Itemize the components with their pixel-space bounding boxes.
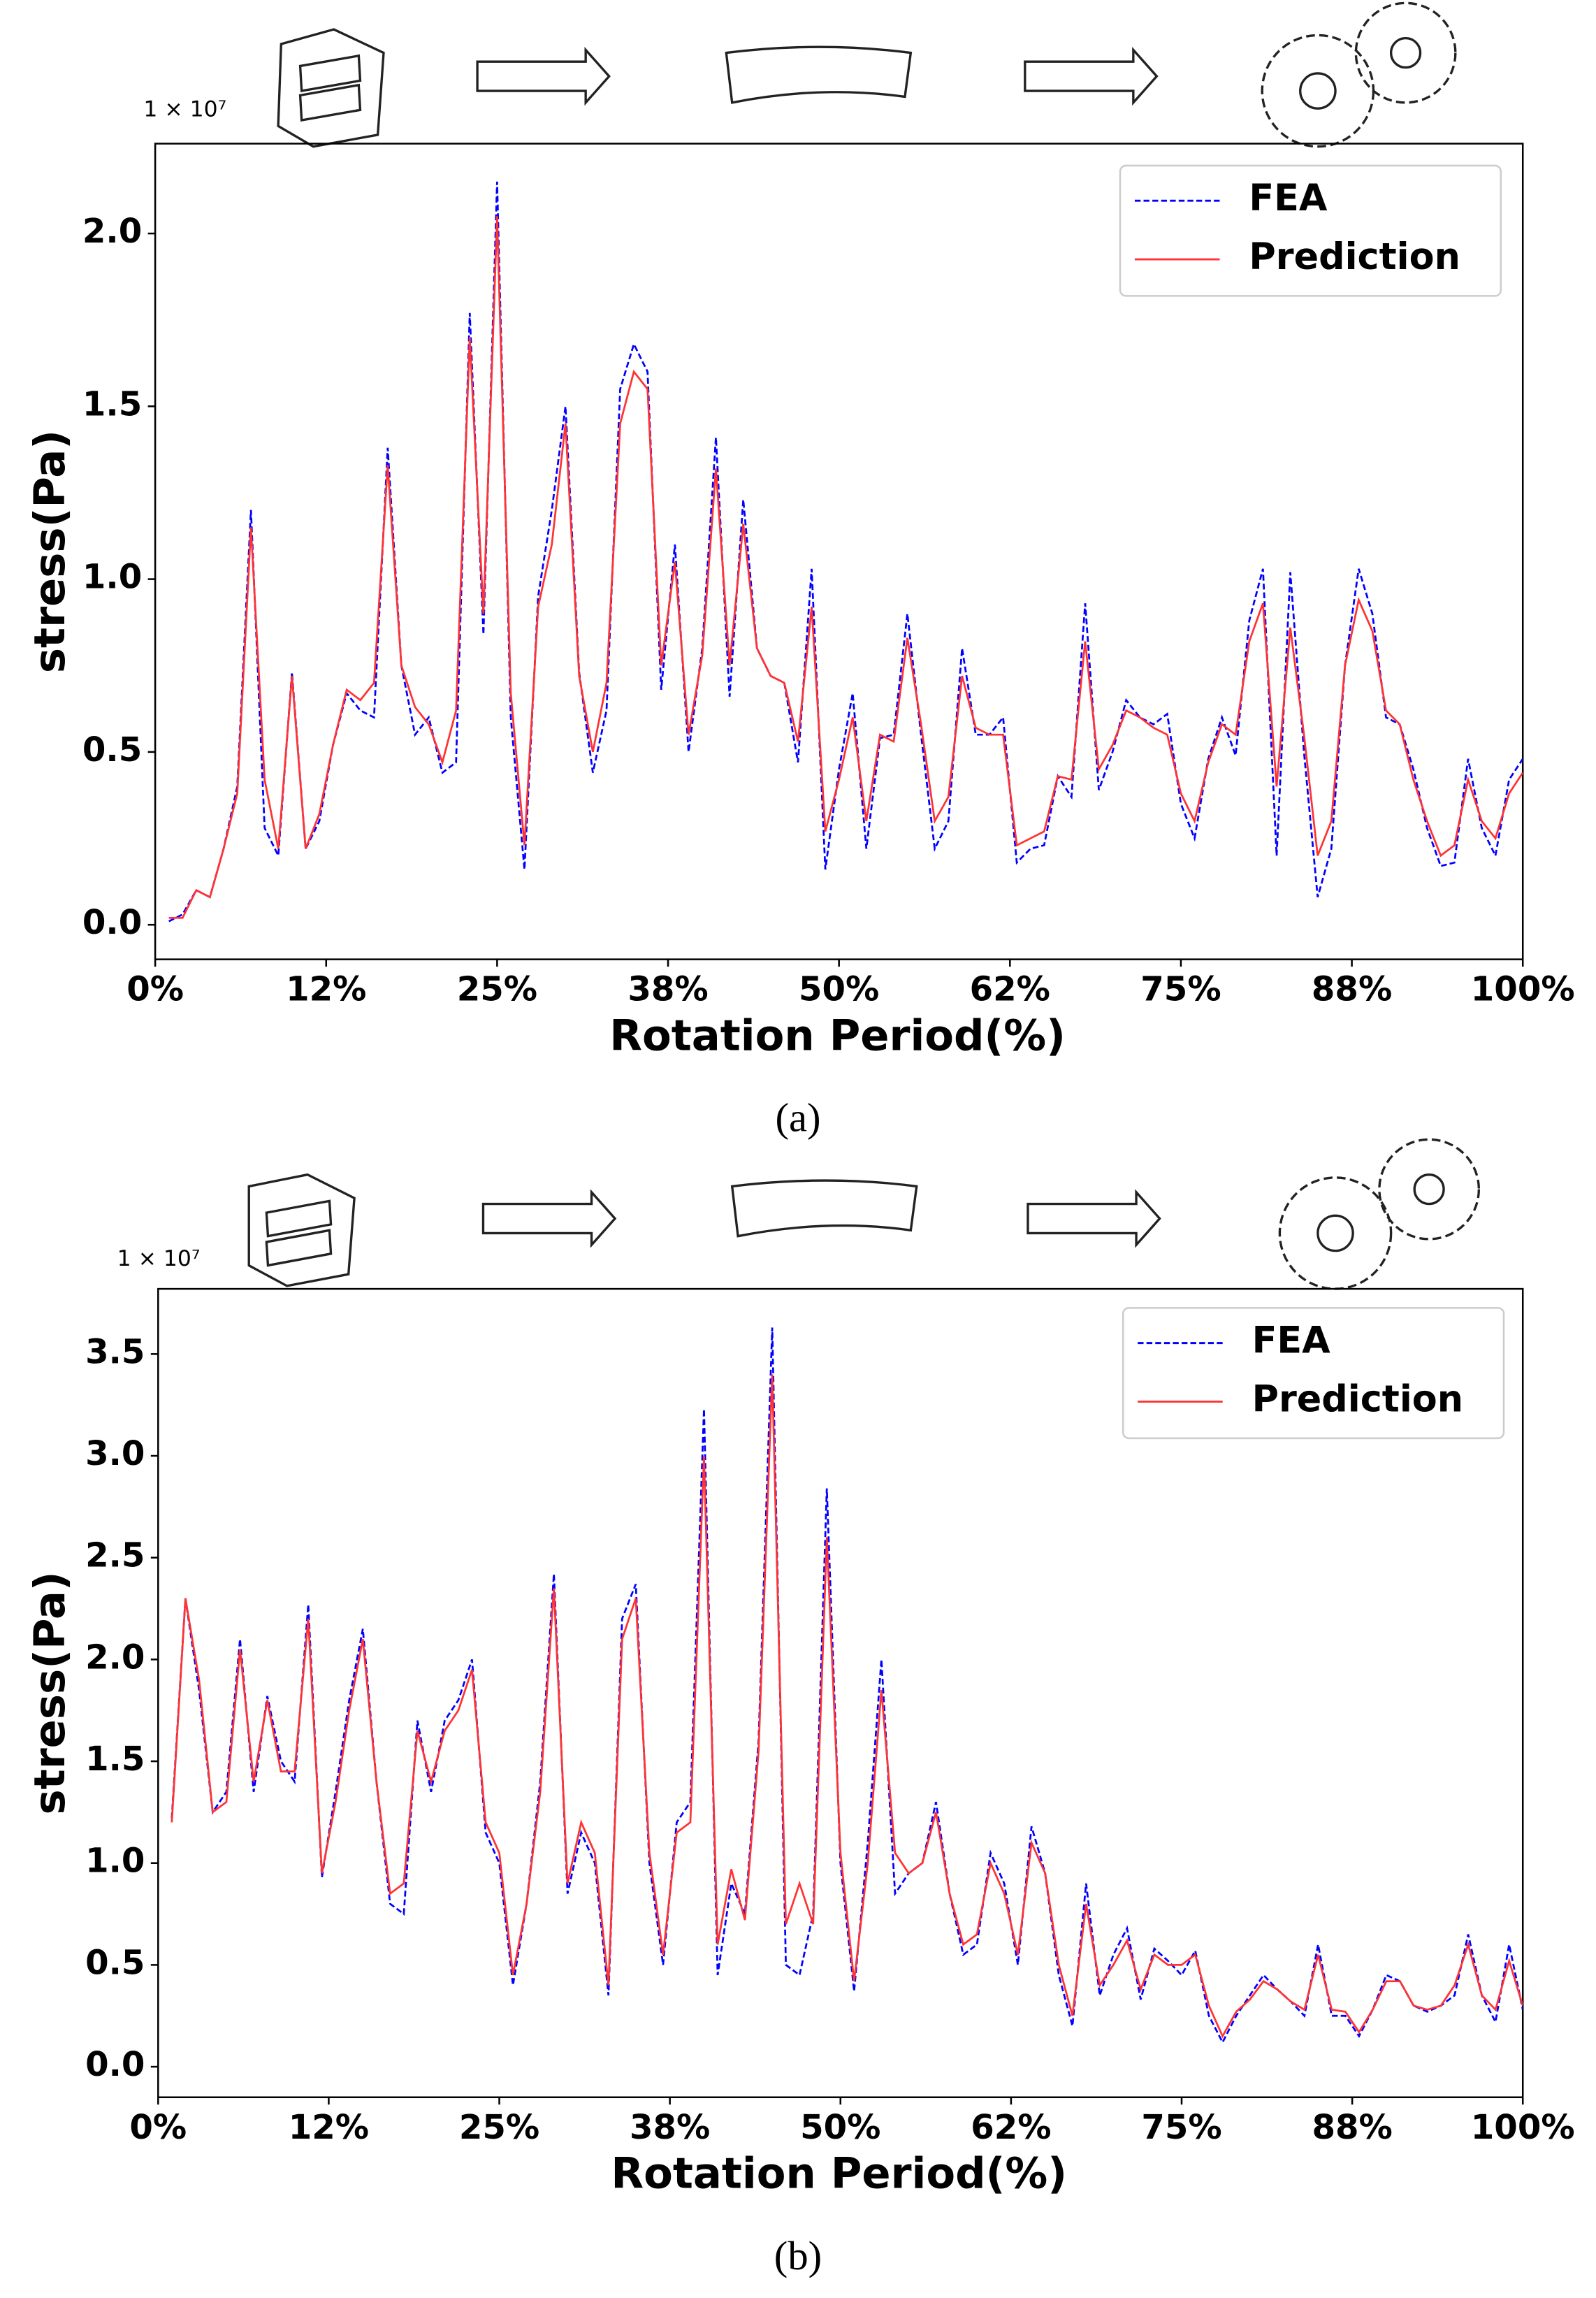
x-tick-label: 12%: [286, 970, 366, 1009]
series-line: [171, 1327, 1523, 2045]
x-tick-label: 38%: [630, 2108, 710, 2147]
y-tick-label: 0.5: [82, 730, 142, 769]
y-axis-label: stress(Pa): [26, 430, 75, 673]
legend-box: [1122, 1307, 1505, 1440]
x-tick-label: 88%: [1312, 2108, 1392, 2147]
y-tick-label: 1.0: [82, 558, 142, 597]
y-tick-label: 3.0: [85, 1434, 145, 1473]
legend-label: FEA: [1249, 177, 1328, 219]
y-tick-label: 2.0: [82, 212, 142, 251]
x-tick-label: 75%: [1141, 2108, 1221, 2147]
y-tick-label: 2.5: [85, 1536, 145, 1575]
y-offset-label: 1 × 10⁷: [117, 1246, 201, 1271]
y-tick-label: 0.5: [85, 1943, 145, 1982]
x-tick-label: 100%: [1471, 970, 1575, 1009]
x-tick-label: 50%: [800, 2108, 880, 2147]
process-icons-a: [277, 1, 1457, 148]
legend-label: FEA: [1252, 1320, 1331, 1362]
y-tick-label: 1.0: [85, 1842, 145, 1881]
process-icons-b: [247, 1138, 1481, 1290]
legend-label: Prediction: [1252, 1378, 1464, 1420]
x-tick-label: 50%: [799, 970, 879, 1009]
x-tick-label: 62%: [971, 2108, 1051, 2147]
x-axis-label: Rotation Period(%): [609, 1011, 1066, 1060]
x-tick-label: 100%: [1471, 2108, 1575, 2147]
y-tick-label: 1.5: [82, 384, 142, 424]
series-line: [168, 216, 1523, 919]
series-line: [168, 181, 1523, 923]
y-tick-label: 3.5: [85, 1332, 145, 1371]
series-line: [171, 1374, 1523, 2039]
legend-box: [1119, 164, 1502, 297]
legend-label: Prediction: [1249, 236, 1460, 278]
y-tick-label: 0.0: [82, 903, 142, 942]
y-tick-label: 0.0: [85, 2045, 145, 2084]
y-axis-label: stress(Pa): [26, 1571, 75, 1814]
x-tick-label: 88%: [1312, 970, 1392, 1009]
y-offset-label: 1 × 10⁷: [143, 96, 226, 122]
x-tick-label: 38%: [627, 970, 708, 1009]
x-tick-label: 0%: [129, 2108, 187, 2147]
x-tick-label: 25%: [457, 970, 537, 1009]
y-tick-label: 1.5: [85, 1740, 145, 1779]
x-axis-label: Rotation Period(%): [611, 2150, 1067, 2199]
x-tick-label: 12%: [289, 2108, 369, 2147]
panel-label: (b): [774, 2233, 822, 2278]
x-tick-label: 62%: [970, 970, 1050, 1009]
y-tick-label: 2.0: [85, 1638, 145, 1677]
x-tick-label: 25%: [459, 2108, 539, 2147]
x-tick-label: 75%: [1140, 970, 1221, 1009]
panel-label: (a): [775, 1095, 820, 1141]
x-tick-label: 0%: [126, 970, 184, 1009]
